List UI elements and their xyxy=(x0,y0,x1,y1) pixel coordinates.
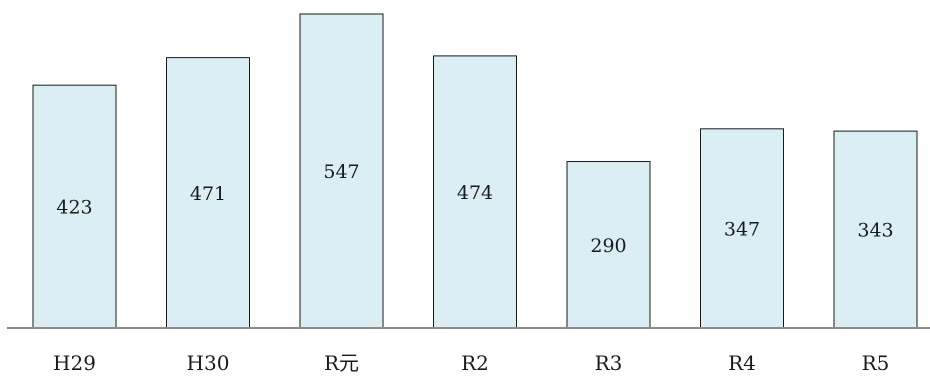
bar-value-label-0: 423 xyxy=(56,197,92,219)
bar-5 xyxy=(700,128,784,329)
bar-value-label-6: 343 xyxy=(857,220,893,242)
x-tick-label-5: R4 xyxy=(728,351,756,375)
bar-value-label-3: 474 xyxy=(457,182,493,204)
bar-2 xyxy=(299,13,384,329)
x-tick-label-1: H30 xyxy=(187,351,230,375)
x-tick-label-6: R5 xyxy=(862,351,890,375)
bar-3 xyxy=(433,55,517,329)
bar-value-label-2: 547 xyxy=(323,161,359,183)
bar-value-label-5: 347 xyxy=(724,218,760,240)
bar-4 xyxy=(566,161,651,329)
bar-0 xyxy=(32,84,117,329)
x-tick-label-2: R元 xyxy=(324,351,359,375)
x-tick-label-0: H29 xyxy=(53,351,96,375)
bar-value-label-4: 290 xyxy=(590,235,626,257)
x-axis-tick-labels: H29 H30 R元 R2 R3 R4 R5 xyxy=(53,351,889,375)
bars-group xyxy=(32,13,918,329)
bar-1 xyxy=(166,57,250,329)
value-labels-group: 423 471 547 474 290 347 343 xyxy=(56,161,893,257)
bar-value-label-1: 471 xyxy=(190,183,226,205)
x-tick-label-4: R3 xyxy=(595,351,623,375)
x-tick-label-3: R2 xyxy=(461,351,489,375)
